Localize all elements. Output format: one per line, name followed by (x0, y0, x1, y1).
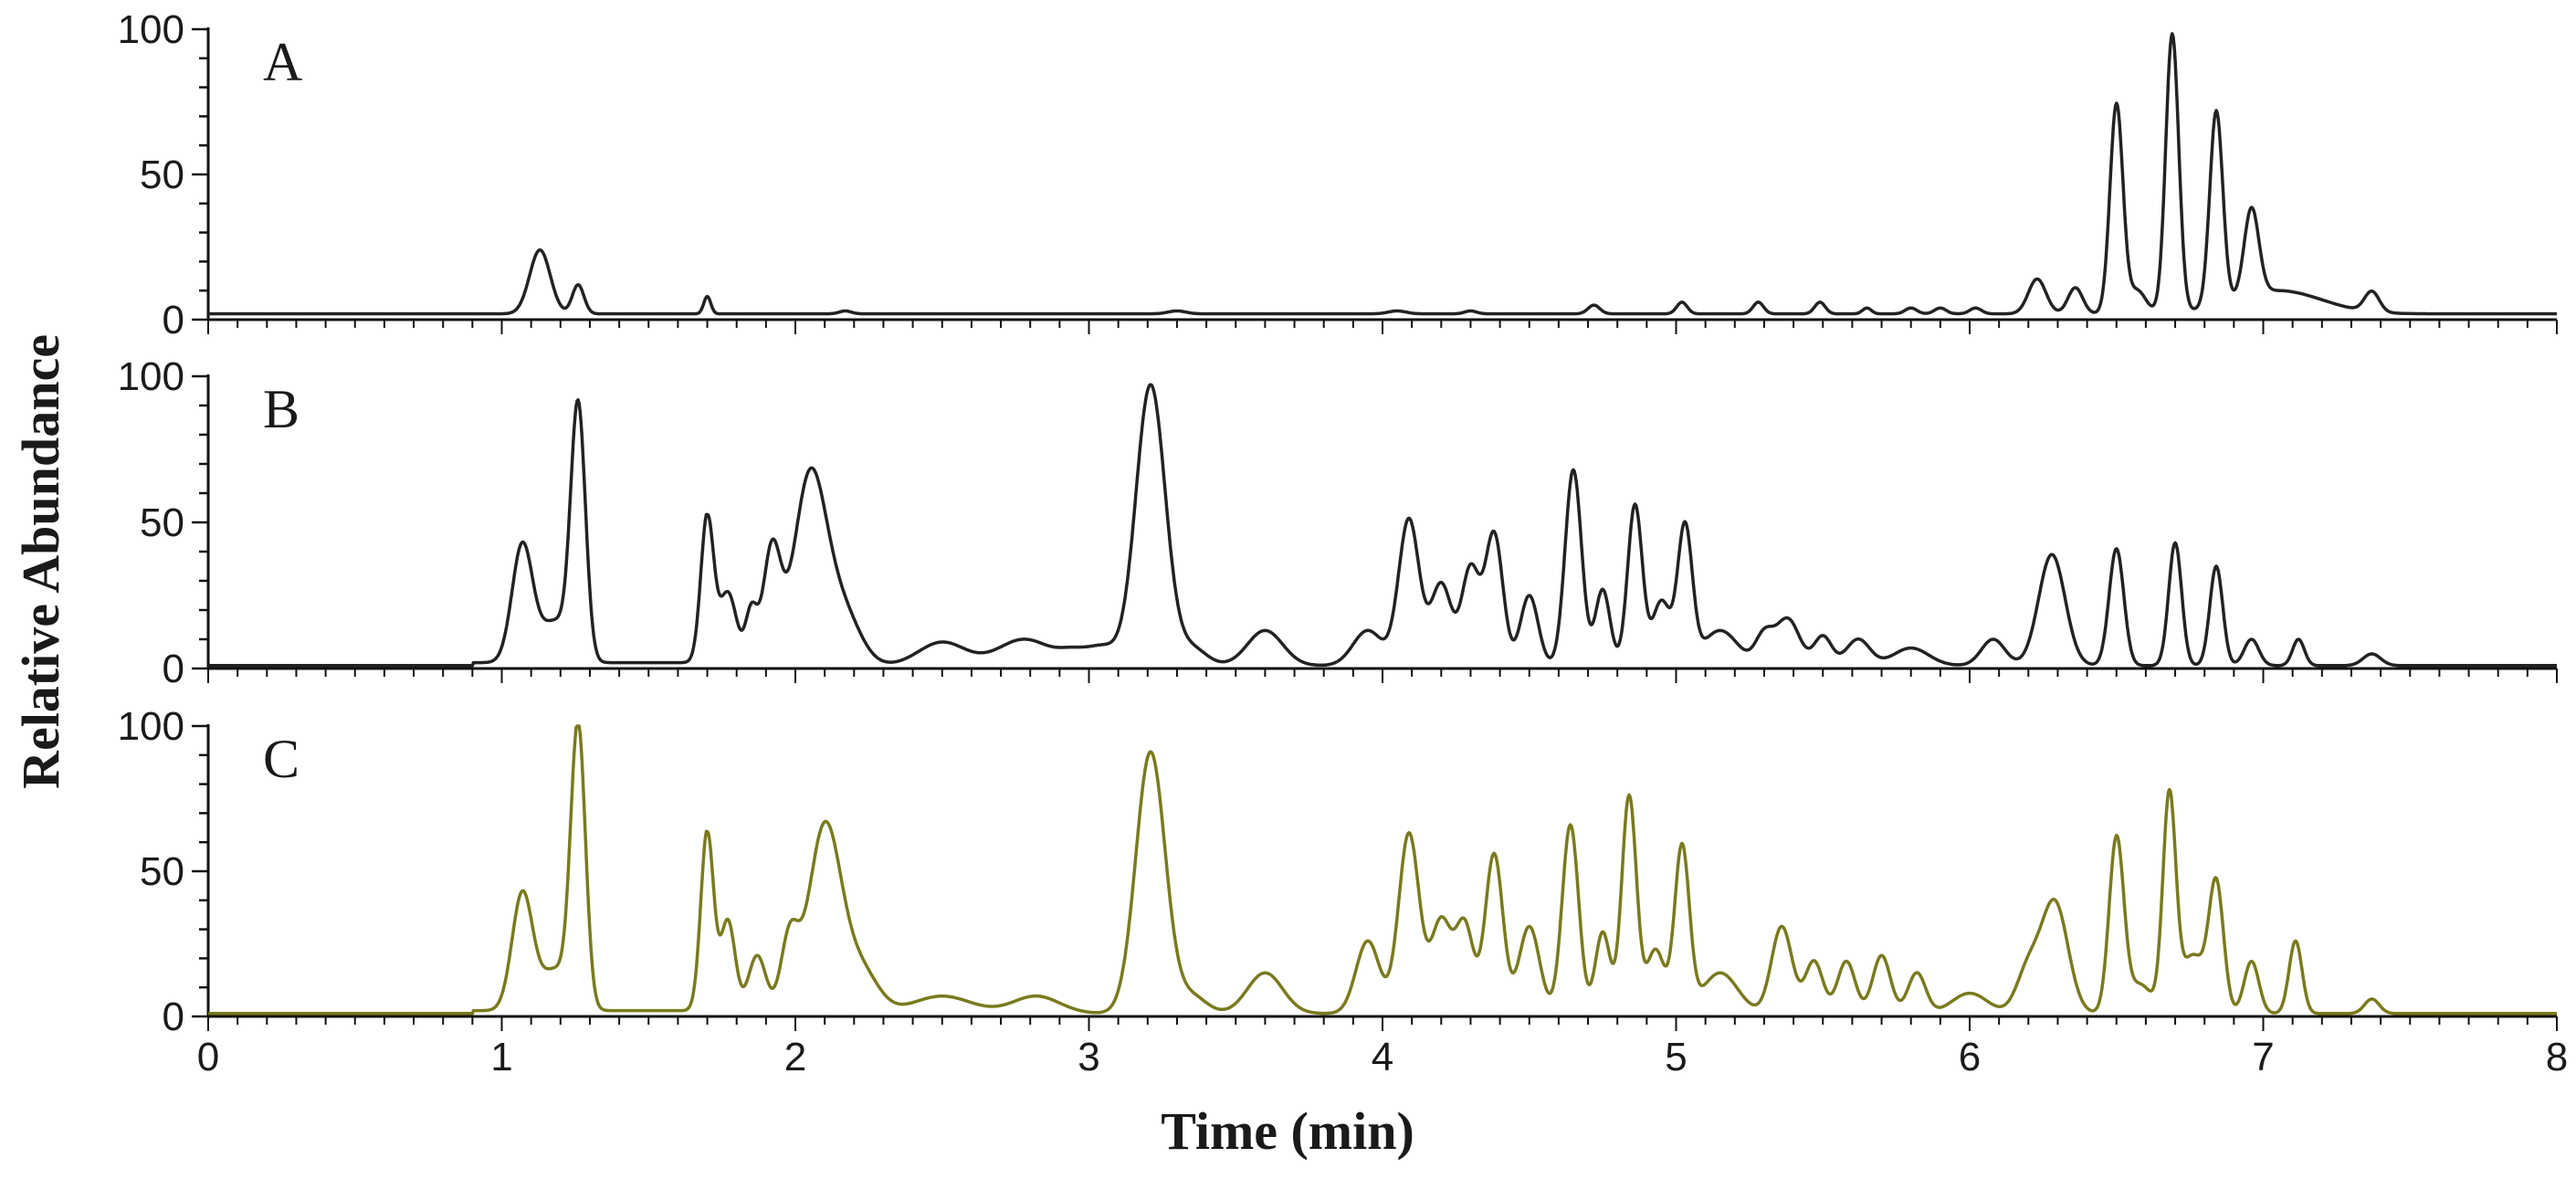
y-tick-label: 50 (140, 849, 184, 894)
y-tick-label: 100 (118, 7, 184, 52)
x-tick-label: 0 (197, 1035, 219, 1079)
panel-a-x-ticks (207, 320, 2558, 334)
x-tick-label: 4 (1372, 1035, 1393, 1079)
panel-b-trace (207, 383, 2558, 668)
x-tick-label: 7 (2252, 1035, 2274, 1079)
x-tick-label: 3 (1078, 1035, 1099, 1079)
y-tick-label: 0 (163, 647, 184, 691)
y-axis-title: Relative Abundance (11, 334, 70, 789)
panel-b-label: B (263, 379, 300, 439)
x-tick-label: 8 (2546, 1035, 2568, 1079)
x-tick-label: 6 (1959, 1035, 1981, 1079)
panel-c: 0 50 100 C (118, 704, 2558, 1039)
x-tick-label: 1 (490, 1035, 512, 1079)
x-tick-labels: 0 1 2 3 4 5 6 7 8 (197, 1035, 2568, 1079)
y-tick-label: 100 (118, 354, 184, 399)
y-tick-label: 100 (118, 704, 184, 749)
panel-a-y-ticks: 0 50 100 (118, 7, 208, 342)
panel-c-trace (207, 724, 2558, 1016)
panel-c-x-ticks (207, 1016, 2558, 1031)
y-tick-label: 50 (140, 500, 184, 545)
x-tick-label: 2 (784, 1035, 806, 1079)
x-axis-title: Time (min) (1161, 1101, 1414, 1161)
y-tick-label: 50 (140, 153, 184, 197)
panel-b-y-ticks: 0 50 100 (118, 354, 208, 691)
panel-b: 0 50 100 B (118, 354, 2558, 691)
y-tick-label: 0 (163, 995, 184, 1039)
panel-c-label: C (263, 729, 300, 789)
panel-a-label: A (263, 32, 302, 92)
panel-a: 0 50 100 A (118, 7, 2558, 342)
y-tick-label: 0 (163, 298, 184, 342)
panel-b-x-ticks (207, 668, 2558, 683)
x-tick-label: 5 (1665, 1035, 1687, 1079)
panel-a-trace (207, 32, 2558, 316)
panel-c-y-ticks: 0 50 100 (118, 704, 208, 1039)
